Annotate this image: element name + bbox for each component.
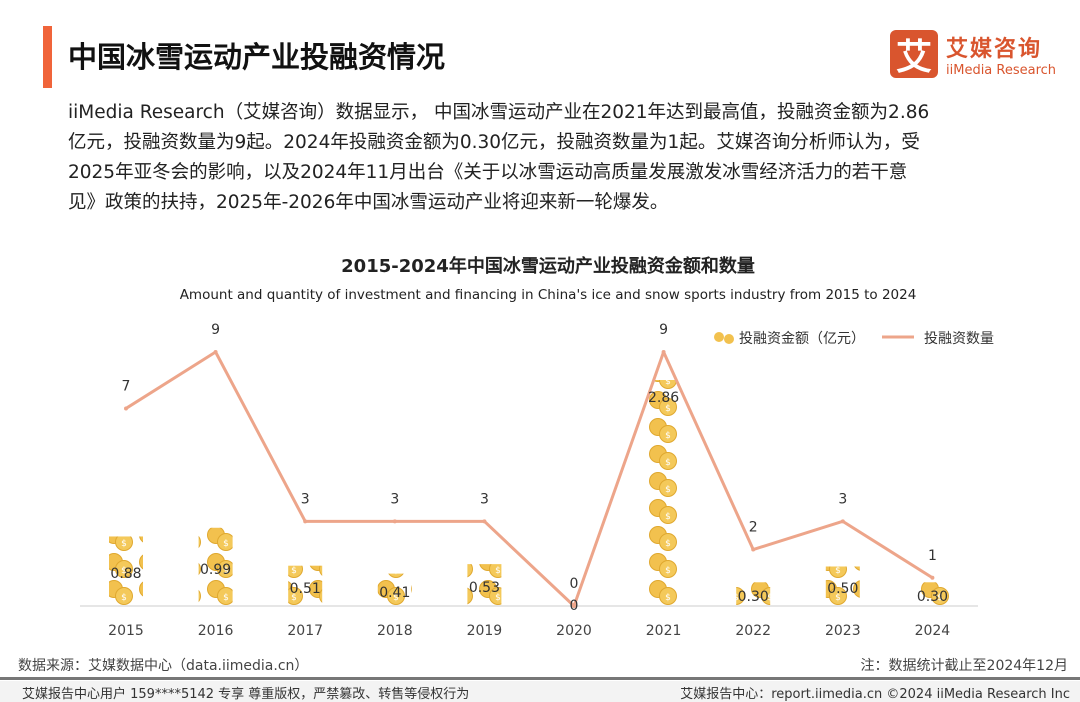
bar-label-2016: 0.99	[200, 562, 231, 578]
x-tick-2015: 2015	[108, 623, 144, 639]
x-tick-2020: 2020	[556, 623, 592, 639]
bar-2017	[288, 565, 323, 606]
bar-label-2022: 0.30	[738, 589, 769, 605]
iimedia-logo: 艾 艾媒咨询 iiMedia Research	[890, 30, 1056, 78]
legend-coin-icon	[724, 334, 734, 344]
title-accent-bar	[43, 26, 52, 88]
bar-2018	[377, 573, 412, 606]
x-tick-2022: 2022	[735, 623, 771, 639]
description-line: 2025年亚冬会的影响，以及2024年11月出台《关于以冰雪运动高质量发展激发冰…	[68, 162, 908, 183]
logo-cn: 艾媒咨询	[946, 36, 1043, 62]
count-point-2024	[930, 575, 935, 580]
copyright-right: 艾媒报告中心：report.iimedia.cn ©2024 iiMedia R…	[680, 687, 1070, 702]
description-line: 亿元，投融资数量为9起。2024年投融资金额为0.30亿元，投融资数量为1起。艾…	[68, 132, 920, 153]
footer-bar: 艾媒报告中心用户 159****5142 专享 尊重版权，严禁篡改、转售等侵权行…	[0, 681, 1080, 702]
bar-2022	[736, 582, 771, 606]
count-label-2017: 3	[301, 491, 310, 507]
chart-subtitle: Amount and quantity of investment and fi…	[179, 287, 917, 303]
description-line: iiMedia Research（艾媒咨询）数据显示， 中国冰雪运动产业在202…	[68, 102, 930, 123]
description: iiMedia Research（艾媒咨询）数据显示， 中国冰雪运动产业在202…	[68, 98, 929, 218]
count-label-2021: 9	[659, 322, 668, 338]
legend-amount: 投融资金额（亿元）	[739, 331, 865, 347]
count-point-2022	[751, 547, 756, 552]
legend-count: 投融资数量	[924, 331, 994, 347]
page-title: 中国冰雪运动产业投融资情况	[68, 40, 446, 74]
count-label-2024: 1	[928, 548, 937, 564]
count-point-2018	[392, 519, 397, 524]
bar-2024	[915, 582, 950, 606]
count-point-2020	[572, 604, 576, 608]
count-label-2015: 7	[122, 378, 131, 394]
count-label-2018: 3	[390, 491, 399, 507]
bar-label-2017: 0.51	[290, 581, 321, 597]
count-point-2021	[661, 350, 666, 354]
bar-label-2021: 2.86	[648, 390, 679, 406]
x-tick-2024: 2024	[915, 623, 951, 639]
count-point-2015	[124, 406, 128, 411]
bar-2021	[646, 380, 681, 606]
x-tick-2021: 2021	[646, 623, 682, 639]
chart: $ 0.8820150.9920160.5120170.4120180.5320…	[80, 322, 994, 639]
x-tick-2023: 2023	[825, 623, 861, 639]
x-tick-2016: 2016	[198, 623, 234, 639]
description-line: 见》政策的扶持，2025年-2026年中国冰雪运动产业将迎来新一轮爆发。	[68, 192, 669, 213]
count-label-2020: 0	[570, 576, 579, 592]
count-point-2017	[303, 519, 308, 524]
data-source: 数据来源：艾媒数据中心（data.iimedia.cn）	[18, 658, 309, 674]
count-point-2016	[213, 350, 218, 354]
bar-2015	[109, 536, 143, 606]
bar-2016	[198, 527, 233, 606]
count-label-2019: 3	[480, 491, 489, 507]
count-label-2023: 3	[838, 491, 847, 507]
divider	[0, 677, 1080, 680]
count-label-2016: 9	[211, 322, 220, 338]
bar-label-2024: 0.30	[917, 589, 948, 605]
bar-2019	[467, 564, 502, 606]
bar-label-2020: 0	[570, 598, 579, 614]
x-tick-2018: 2018	[377, 623, 413, 639]
count-line	[125, 350, 934, 608]
count-point-2023	[840, 519, 845, 524]
bar-2023	[825, 566, 860, 606]
x-tick-2017: 2017	[287, 623, 323, 639]
logo-mark: 艾	[890, 30, 938, 78]
count-point-2019	[482, 519, 487, 524]
copyright-left: 艾媒报告中心用户 159****5142 专享 尊重版权，严禁篡改、转售等侵权行…	[22, 687, 470, 702]
bar-label-2023: 0.50	[827, 581, 858, 597]
count-label-2022: 2	[749, 520, 758, 536]
bar-label-2015: 0.88	[110, 566, 141, 582]
x-tick-2019: 2019	[467, 623, 503, 639]
chart-title: 2015-2024年中国冰雪运动产业投融资金额和数量	[341, 256, 755, 277]
logo-en: iiMedia Research	[946, 62, 1057, 78]
legend-coin-icon	[714, 332, 724, 342]
data-note: 注：数据统计截止至2024年12月	[860, 658, 1068, 674]
bar-label-2018: 0.41	[379, 585, 410, 601]
bar-label-2019: 0.53	[469, 580, 500, 596]
